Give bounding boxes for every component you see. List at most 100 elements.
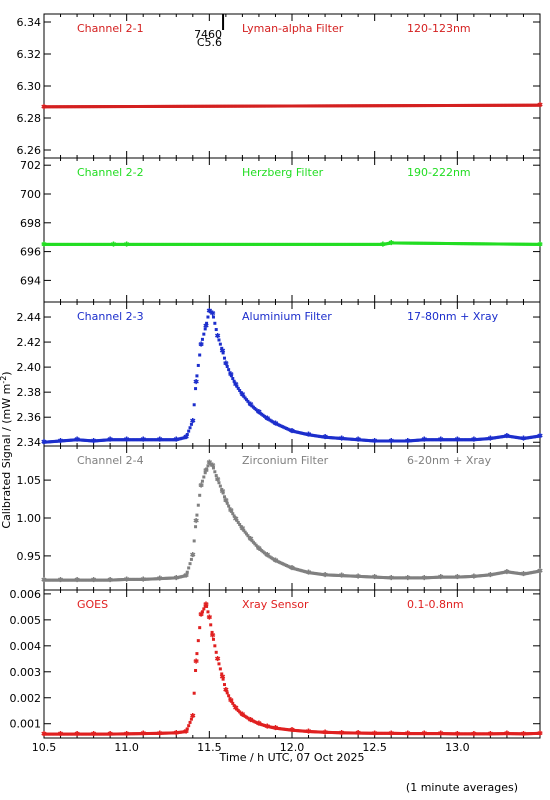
data-point [231,701,235,705]
data-point [217,481,221,485]
data-point [205,604,209,608]
data-point [246,399,250,403]
data-point [213,321,217,325]
data-point [216,334,220,338]
data-point [192,539,196,543]
panel-channel-label: Channel 2-1 [77,22,144,35]
data-point-star: * [75,437,80,447]
x-tick-label: 11.0 [114,741,139,754]
data-point [202,332,206,336]
data-point [242,394,246,398]
data-point [242,528,246,532]
data-point-star: * [240,526,245,536]
data-point [249,537,253,541]
data-point-star: * [265,552,270,562]
data-point-star: * [257,721,262,731]
data-point [218,667,222,671]
data-point-star: * [229,697,234,707]
data-point [200,337,204,341]
data-point [229,699,233,703]
data-point-star: * [472,437,477,447]
data-point [206,315,210,319]
data-point [251,540,255,544]
data-point-star: * [91,438,96,448]
data-point [196,639,200,643]
y-tick-label: 6.28 [17,112,42,125]
data-point [210,463,214,467]
data-point-star: * [58,731,63,741]
data-point-star: * [273,557,278,567]
data-point [185,727,189,731]
data-point-star: * [339,730,344,740]
y-tick-label: 0.005 [10,614,42,627]
data-point [538,103,542,107]
data-point [200,479,204,483]
data-point-star: * [42,731,47,741]
data-point [185,433,189,437]
panel-filter-label: Herzberg Filter [242,166,324,179]
data-point [188,562,192,566]
y-tick-label: 2.34 [17,436,42,449]
flare-id-label: 7460 [194,28,222,41]
data-point [195,513,199,517]
data-point [253,542,257,546]
y-tick-label: 698 [20,217,41,230]
panel-filter-label: Zirconium Filter [242,454,329,467]
data-point [205,321,209,325]
data-point-star: * [141,731,146,741]
data-point-star: * [191,713,196,723]
data-point-star: * [439,574,444,584]
y-tick-label: 0.001 [10,718,42,731]
panel-4: 0.95 1.00 1.05 Channel 2-4 Zirconium Filter 6… [17,445,543,591]
data-point-star: * [257,545,262,555]
y-axis-title-exponent: -2 [0,376,8,384]
data-point-star: * [174,437,179,447]
data-point-star: * [194,379,199,389]
y-tick-label: 6.26 [17,144,42,157]
data-point-star: * [184,729,189,739]
data-point-star: * [199,342,204,352]
data-point [227,368,231,372]
data-point-star: * [58,577,63,587]
panel-filter-label: Lyman-alpha Filter [242,22,344,35]
data-point-star: * [199,482,204,492]
panel-frame [43,157,541,303]
data-point-star: * [42,439,47,449]
y-tick-label: 2.44 [17,311,42,324]
y-tick-label: 0.95 [17,550,42,563]
data-point [246,534,250,538]
data-point-star: * [405,575,410,585]
data-point-star: * [141,437,146,447]
data-point [188,720,192,724]
data-point-star: * [204,323,209,333]
y-tick-label: 0.003 [10,666,42,679]
data-point [213,470,217,474]
data-point-star: * [455,574,460,584]
data-point-star: * [439,437,444,447]
data-point-star: * [389,438,394,448]
data-point-star: * [42,241,47,251]
data-point [254,543,258,547]
data-point-star: * [174,575,179,585]
y-tick-label: 2.42 [17,336,42,349]
data-point-star: * [75,577,80,587]
y-tick-label: 6.30 [17,80,42,93]
data-point-star: * [389,575,394,585]
data-point-star: * [488,572,493,582]
data-point-star: * [194,658,199,668]
data-point-star: * [220,488,225,498]
data-point [216,657,220,661]
data-point-star: * [234,382,239,392]
data-point-star: * [455,437,460,447]
data-point-star: * [174,730,179,740]
data-point [202,607,206,611]
data-point-star: * [405,731,410,741]
data-point [191,714,195,718]
data-point [243,396,247,400]
data-point [225,364,229,368]
data-point [199,613,203,617]
data-point [192,691,196,695]
y-tick-label: 6.34 [17,16,42,29]
data-point-star: * [194,518,199,528]
data-point-star: * [75,731,80,741]
